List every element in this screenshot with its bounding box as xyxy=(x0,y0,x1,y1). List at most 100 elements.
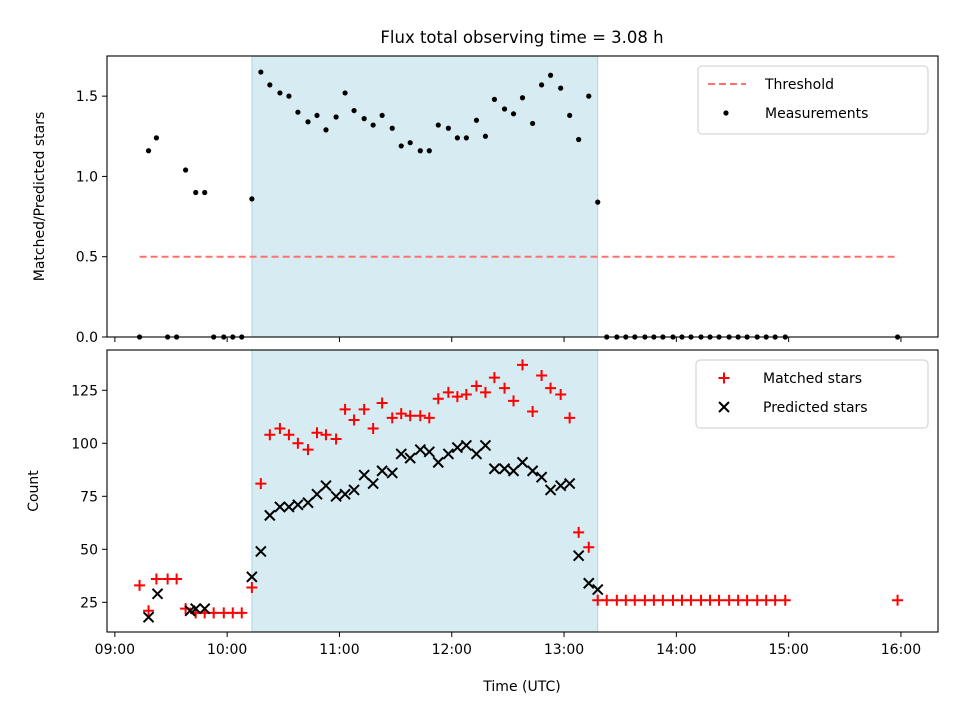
predicted-star-point xyxy=(395,448,407,460)
plus-glyph xyxy=(376,397,388,409)
observing-window-shade xyxy=(251,349,599,633)
x-glyph xyxy=(563,477,576,490)
plus-glyph xyxy=(423,412,435,424)
count-plot-marks xyxy=(134,359,904,623)
matched-star-point xyxy=(629,594,641,606)
y-tick-label: 25 xyxy=(80,595,98,611)
plus-glyph xyxy=(302,444,314,456)
matched-star-point xyxy=(488,372,500,384)
x-glyph xyxy=(718,401,730,413)
predicted-star-point xyxy=(516,456,529,469)
measurement-point xyxy=(463,135,469,141)
legend-marker-swatch xyxy=(718,372,730,384)
predicted-star-point xyxy=(283,501,295,513)
plus-glyph xyxy=(320,429,332,441)
predicted-star-point xyxy=(432,456,444,469)
matched-star-point xyxy=(302,444,314,456)
matched-star-point xyxy=(348,414,360,426)
predicted-star-point xyxy=(498,463,511,475)
x-glyph xyxy=(583,577,595,589)
x-glyph xyxy=(535,471,548,483)
matched-star-point xyxy=(555,389,567,401)
x-glyph xyxy=(264,509,276,522)
matched-star-point xyxy=(246,581,258,593)
x-glyph xyxy=(423,446,436,458)
predicted-star-point xyxy=(535,471,548,483)
measurement-point xyxy=(277,90,283,96)
count-legend: Matched stars Predicted stars xyxy=(695,359,929,429)
x-glyph xyxy=(274,501,286,513)
x-axis-label: Time (UTC) xyxy=(482,679,560,695)
x-tick-label: 12:00 xyxy=(432,642,472,658)
x-glyph xyxy=(339,488,351,500)
plus-glyph xyxy=(892,594,904,606)
matched-star-point xyxy=(741,594,753,606)
matched-star-point xyxy=(143,605,155,617)
predicted-star-point xyxy=(423,446,436,458)
matched-star-point xyxy=(367,422,379,434)
predicted-star-point xyxy=(460,439,473,452)
x-glyph xyxy=(414,443,427,456)
measurement-point xyxy=(323,127,329,133)
x-glyph xyxy=(479,439,492,452)
predicted-star-point xyxy=(320,479,332,492)
plus-glyph xyxy=(657,594,669,606)
y-tick-label: 75 xyxy=(80,489,98,505)
matched-star-point xyxy=(508,395,520,407)
measurement-point xyxy=(267,82,273,88)
matched-star-point xyxy=(236,607,248,619)
measurement-point xyxy=(370,122,376,128)
plus-glyph xyxy=(236,607,248,619)
measurement-point xyxy=(501,106,508,112)
x-glyph xyxy=(442,448,455,460)
measurement-point xyxy=(491,96,498,102)
matched-star-point xyxy=(545,382,557,394)
predicted-star-point xyxy=(470,448,483,460)
plus-glyph xyxy=(741,594,753,606)
plus-glyph xyxy=(779,594,791,606)
x-tick-label: 15:00 xyxy=(768,642,808,658)
plus-glyph xyxy=(718,372,730,384)
matched-star-point xyxy=(892,594,904,606)
matched-star-point xyxy=(171,573,183,585)
plus-glyph xyxy=(432,393,444,405)
matched-star-point xyxy=(685,594,697,606)
plus-glyph xyxy=(283,429,295,441)
x-glyph xyxy=(460,439,473,452)
ratio-y-ticks: 0.0 0.5 1.0 1.5 xyxy=(76,89,107,346)
plus-glyph xyxy=(527,405,539,417)
x-tick-label: 09:00 xyxy=(95,642,135,658)
predicted-star-point xyxy=(190,602,202,615)
plus-glyph xyxy=(311,427,323,439)
plus-glyph xyxy=(499,382,511,394)
measurement-point xyxy=(445,125,451,131)
y-tick-label: 1.0 xyxy=(76,169,98,185)
plus-glyph xyxy=(134,579,146,591)
measurement-point xyxy=(510,111,517,117)
measurement-point xyxy=(258,69,264,75)
predicted-star-point xyxy=(348,484,360,496)
predicted-star-point xyxy=(544,484,557,496)
x-glyph xyxy=(283,501,295,513)
x-glyph xyxy=(142,611,155,623)
measurement-point xyxy=(426,148,432,154)
predicted-star-point xyxy=(442,448,455,460)
legend-label: Measurements xyxy=(765,106,868,122)
measurement-point xyxy=(558,85,564,91)
x-glyph xyxy=(255,545,267,558)
y-tick-label: 100 xyxy=(71,436,98,452)
predicted-star-point xyxy=(302,496,314,509)
plus-glyph xyxy=(488,372,500,384)
plus-glyph xyxy=(442,386,454,398)
measurement-point xyxy=(145,148,152,154)
plus-glyph xyxy=(386,412,398,424)
measurement-point xyxy=(576,136,582,143)
plus-glyph xyxy=(348,414,360,426)
x-glyph xyxy=(367,477,379,490)
measurement-point xyxy=(193,189,199,196)
matched-star-point xyxy=(339,403,351,415)
plus-glyph xyxy=(508,395,520,407)
plus-glyph xyxy=(470,380,482,392)
x-glyph xyxy=(330,490,342,503)
plus-glyph xyxy=(769,594,781,606)
